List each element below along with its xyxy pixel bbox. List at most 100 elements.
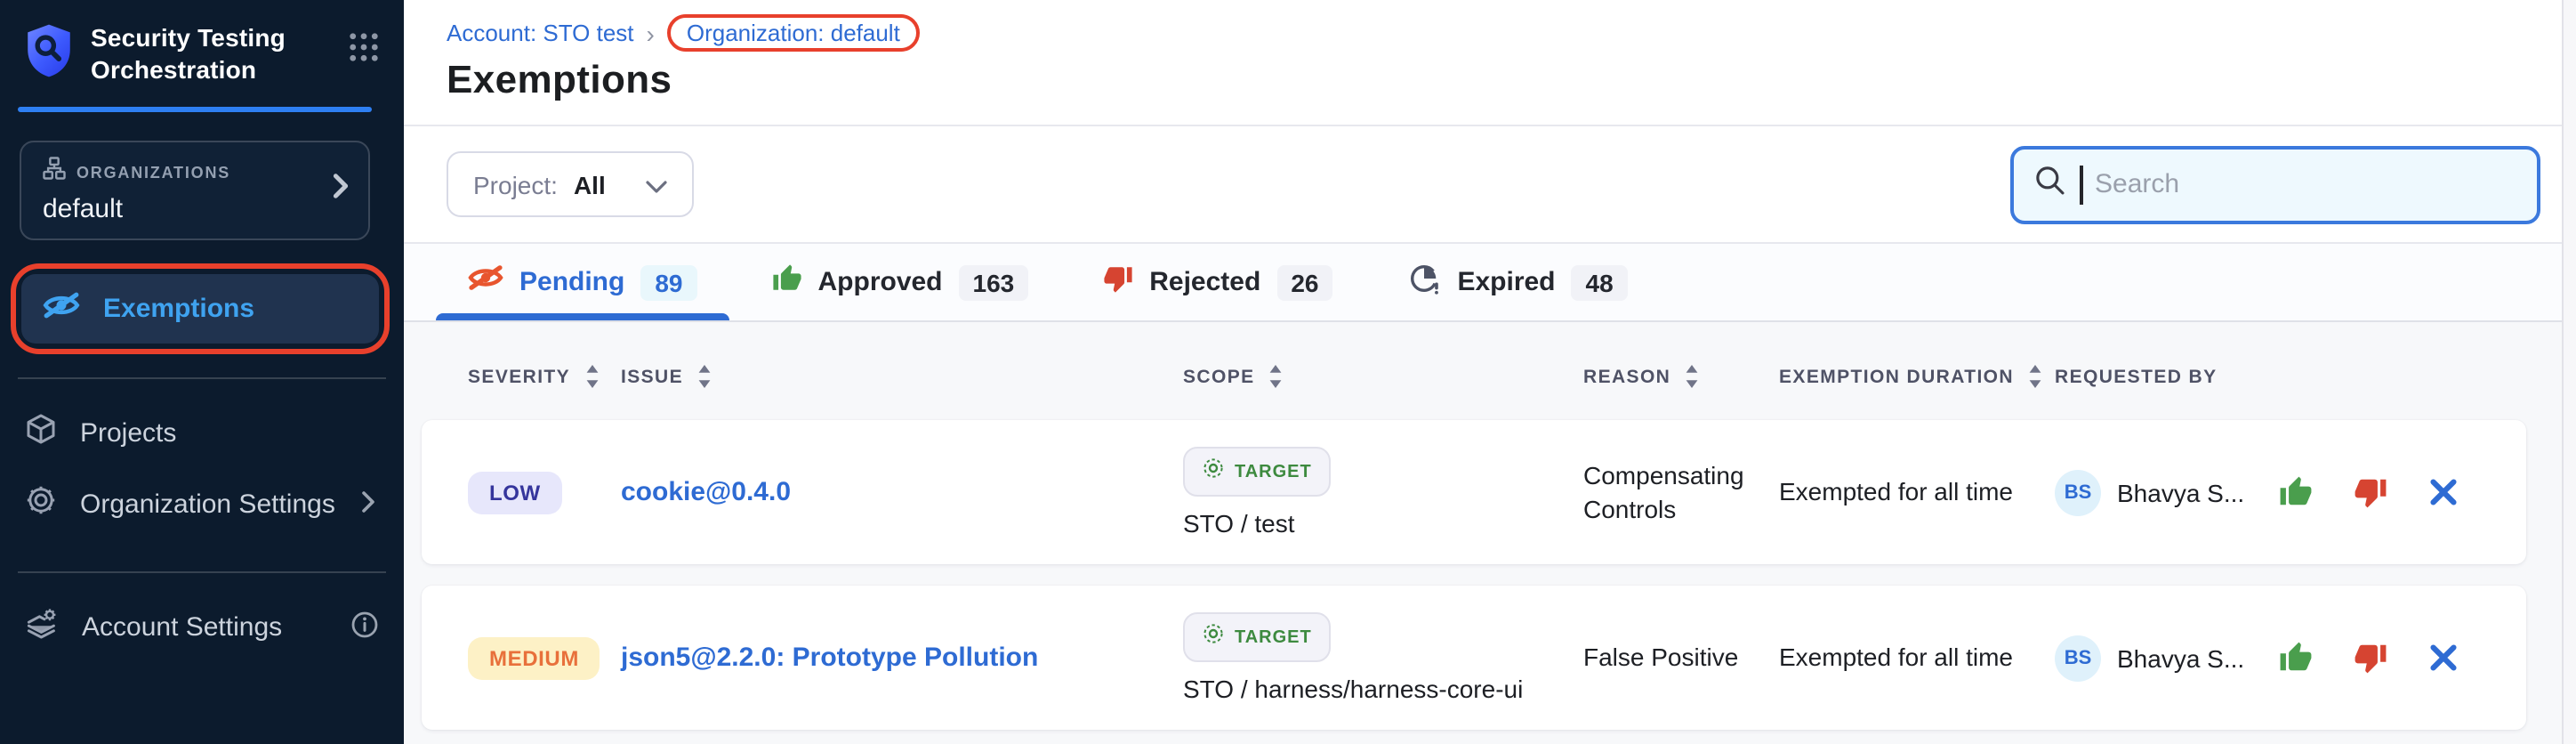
thumbs-up-icon (772, 263, 802, 302)
sidebar-divider (18, 377, 386, 379)
tab-label: Pending (519, 267, 625, 297)
target-badge: TARGET (1183, 612, 1332, 662)
issue-cell: cookie@0.4.0 (621, 476, 1183, 508)
project-filter-value: All (573, 170, 606, 198)
app-switcher-grid-icon[interactable] (349, 32, 379, 71)
breadcrumb-separator: › (646, 19, 655, 47)
bullseye-target-icon (1203, 621, 1224, 653)
sort-icon[interactable] (2028, 365, 2042, 388)
sort-icon[interactable] (584, 365, 599, 388)
column-label: ISSUE (621, 366, 684, 387)
requester-name: Bhavya S... (2117, 478, 2245, 506)
column-header-exemption-duration[interactable]: EXEMPTION DURATION (1779, 365, 2055, 388)
text-cursor (2080, 165, 2082, 204)
sidebar-item-label: Organization Settings (80, 489, 335, 519)
info-circle-icon[interactable] (350, 610, 379, 645)
column-header-requested-by[interactable]: REQUESTED BY (2055, 366, 2279, 387)
page-title: Exemptions (447, 57, 672, 101)
clock-expired-icon (1407, 261, 1441, 303)
severity-cell: LOW (468, 471, 621, 514)
column-header-scope[interactable]: SCOPE (1183, 365, 1583, 388)
issue-link[interactable]: json5@2.2.0: Prototype Pollution (621, 642, 1039, 672)
reason-cell: Compensating Controls (1583, 461, 1744, 522)
table-row[interactable]: LOW cookie@0.4.0 TARGET (422, 420, 2526, 564)
sort-icon[interactable] (1685, 365, 1699, 388)
column-header-issue[interactable]: ISSUE (621, 365, 1183, 388)
avatar: BS (2055, 635, 2101, 681)
sidebar-header: Security Testing Orchestration (0, 0, 404, 87)
target-badge-label: TARGET (1235, 627, 1312, 647)
column-header-severity[interactable]: SEVERITY (468, 365, 621, 388)
sidebar-accent-line (18, 107, 372, 112)
sidebar-item-exemptions[interactable]: Exemptions (21, 274, 379, 344)
avatar: BS (2055, 469, 2101, 515)
bullseye-target-icon (1203, 456, 1224, 488)
search-input[interactable] (2095, 169, 2517, 199)
filter-bar: Project: All (404, 126, 2576, 244)
tab-label: Approved (817, 267, 943, 297)
cube-icon (25, 413, 57, 452)
scope-cell: TARGET STO / harness/harness-core-ui (1183, 612, 1583, 703)
search-box (2010, 145, 2540, 223)
issue-cell: json5@2.2.0: Prototype Pollution (621, 642, 1183, 674)
approve-button[interactable] (2279, 641, 2313, 675)
duration-cell: Exempted for all time (1779, 643, 2013, 672)
issue-link[interactable]: cookie@0.4.0 (621, 476, 792, 506)
severity-badge: LOW (468, 471, 562, 514)
breadcrumb-organization-link[interactable]: Organization: default (686, 20, 900, 46)
duration-cell: Exempted for all time (1779, 477, 2013, 506)
organization-selector[interactable]: ORGANIZATIONS default (20, 141, 370, 240)
requested-by-cell: BS Bhavya S... (2055, 635, 2279, 681)
chevron-right-icon (333, 174, 349, 207)
column-label: SCOPE (1183, 366, 1255, 387)
column-label: SEVERITY (468, 366, 571, 387)
sidebar: Security Testing Orchestration (0, 0, 404, 744)
reason-cell: False Positive (1583, 643, 1739, 672)
tab-rejected[interactable]: Rejected 26 (1071, 244, 1364, 320)
cancel-button[interactable] (2428, 643, 2459, 673)
active-tab-indicator (436, 313, 729, 320)
tab-approved[interactable]: Approved 163 (740, 244, 1061, 320)
tab-label: Rejected (1149, 267, 1261, 297)
column-header-reason[interactable]: REASON (1583, 365, 1779, 388)
severity-badge: MEDIUM (468, 636, 600, 679)
tab-pending[interactable]: Pending 89 (436, 244, 729, 320)
sort-icon[interactable] (1269, 365, 1284, 388)
sidebar-item-account-settings[interactable]: Account Settings (0, 591, 404, 664)
reject-button[interactable] (2354, 475, 2387, 509)
red-annotation-oval-exemptions: Exemptions (11, 263, 390, 354)
sidebar-item-projects[interactable]: Projects (0, 397, 404, 468)
scope-cell: TARGET STO / test (1183, 447, 1583, 538)
scope-path: STO / harness/harness-core-ui (1183, 675, 1524, 703)
status-tab-bar: Pending 89 Approved 163 Rejected 26 (404, 244, 2576, 322)
breadcrumb: Account: STO test › Organization: defaul… (447, 14, 2519, 52)
column-label: REASON (1583, 366, 1671, 387)
chevron-right-icon (362, 489, 376, 519)
reject-button[interactable] (2354, 641, 2387, 675)
cancel-button[interactable] (2428, 477, 2459, 507)
scope-path: STO / test (1183, 509, 1295, 538)
requested-by-cell: BS Bhavya S... (2055, 469, 2279, 515)
tab-count-badge: 89 (640, 264, 697, 300)
tab-expired[interactable]: Expired 48 (1375, 244, 1659, 320)
tab-count-badge: 163 (958, 264, 1029, 300)
row-actions (2279, 475, 2498, 509)
org-selector-value: default (43, 194, 124, 224)
table-row[interactable]: MEDIUM json5@2.2.0: Prototype Pollution … (422, 586, 2526, 730)
severity-cell: MEDIUM (468, 636, 621, 679)
approve-button[interactable] (2279, 475, 2313, 509)
tab-count-badge: 26 (1276, 264, 1333, 300)
sidebar-item-organization-settings[interactable]: Organization Settings (0, 468, 404, 539)
chevron-down-icon (647, 170, 668, 198)
breadcrumb-account-link[interactable]: Account: STO test (447, 20, 634, 46)
target-badge-label: TARGET (1235, 462, 1312, 481)
vertical-scrollbar[interactable] (2562, 0, 2576, 744)
main-content: Account: STO test › Organization: defaul… (404, 0, 2576, 744)
page-header: Account: STO test › Organization: defaul… (404, 0, 2576, 126)
column-label: EXEMPTION DURATION (1779, 366, 2014, 387)
sort-icon[interactable] (697, 365, 712, 388)
project-filter-dropdown[interactable]: Project: All (447, 151, 695, 217)
thumbs-down-icon (1103, 263, 1133, 302)
column-label: REQUESTED BY (2055, 366, 2218, 387)
